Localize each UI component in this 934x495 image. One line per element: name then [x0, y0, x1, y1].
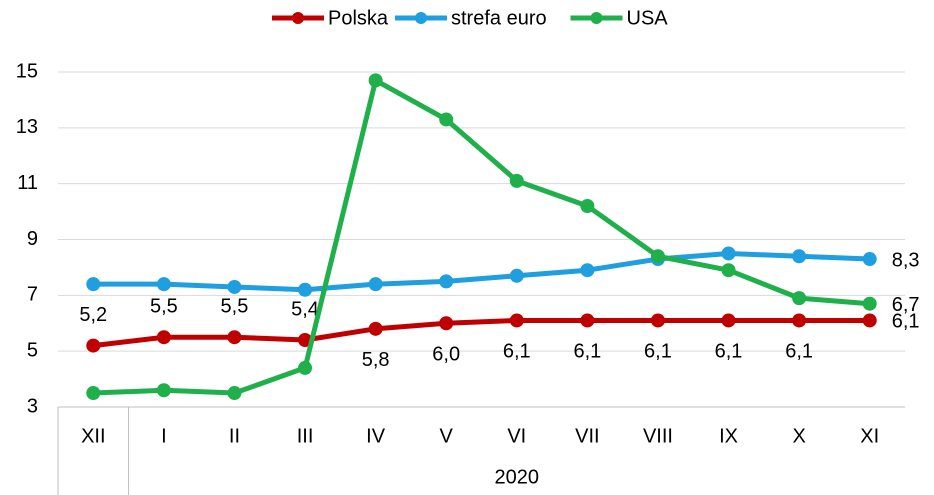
data-label: 5,2: [79, 304, 107, 326]
point: [368, 73, 383, 88]
data-label: 5,5: [150, 295, 178, 317]
data-label: 6,1: [573, 341, 601, 363]
point: [156, 277, 171, 292]
point: [721, 313, 736, 328]
point: [721, 263, 736, 278]
point: [439, 316, 454, 331]
data-label: 6,1: [715, 341, 743, 363]
group-label: 2020: [495, 466, 540, 488]
point: [650, 313, 665, 328]
data-label: 5,4: [291, 298, 319, 320]
series-line: [93, 250, 870, 293]
point: [792, 291, 807, 306]
point: [439, 274, 454, 289]
point: [580, 263, 595, 278]
point: [227, 386, 242, 401]
point: [439, 112, 454, 127]
x-tick-label: X: [792, 425, 805, 447]
x-tick-label: VI: [507, 425, 526, 447]
point: [86, 277, 101, 292]
x-tick-label: IV: [366, 425, 386, 447]
data-label: 8,3: [892, 249, 920, 271]
legend-label: USA: [627, 7, 669, 29]
data-label: 5,8: [362, 349, 390, 371]
point: [580, 199, 595, 213]
point: [862, 252, 877, 267]
point: [156, 383, 171, 398]
point: [368, 321, 383, 336]
data-label: 6,1: [644, 341, 672, 363]
point: [86, 386, 101, 401]
series-line: [92, 317, 870, 349]
x-tick-label: II: [229, 425, 240, 447]
x-tick-label: III: [297, 425, 314, 447]
x-tick-label: I: [161, 425, 167, 447]
point: [156, 330, 171, 345]
legend-marker: [292, 12, 304, 24]
point: [862, 296, 877, 311]
data-label: 6,0: [432, 344, 460, 366]
data-label: 6,7: [892, 294, 920, 316]
point: [298, 282, 313, 297]
point: [509, 268, 524, 283]
x-tick-label: XII: [81, 425, 105, 447]
point: [509, 173, 524, 188]
point: [368, 277, 383, 292]
legend-marker: [590, 12, 603, 24]
data-label: 6,1: [503, 341, 531, 363]
y-tick-label: 13: [16, 116, 38, 138]
legend-label: Polska: [328, 7, 389, 29]
legend-marker: [415, 12, 427, 24]
point: [580, 313, 595, 328]
point: [792, 313, 807, 328]
x-tick-label: V: [440, 425, 454, 447]
point: [792, 249, 807, 264]
y-tick-label: 11: [17, 172, 38, 194]
data-label: 5,5: [221, 295, 249, 317]
y-tick-label: 7: [27, 284, 38, 306]
y-tick-label: 3: [27, 395, 38, 417]
legend-label: strefa euro: [451, 7, 547, 29]
point: [86, 338, 101, 353]
x-tick-label: XI: [860, 425, 879, 447]
point: [227, 279, 242, 294]
point: [650, 249, 665, 264]
y-tick-label: 15: [16, 60, 38, 82]
y-tick-label: 9: [27, 228, 38, 250]
data-label: 6,1: [892, 311, 920, 333]
point: [862, 313, 877, 328]
point: [721, 246, 736, 261]
series-line: [93, 77, 870, 396]
x-tick-label: VIII: [643, 425, 673, 447]
point: [298, 360, 313, 375]
y-tick-label: 5: [27, 339, 38, 361]
x-tick-label: IX: [719, 425, 738, 447]
point: [227, 330, 242, 345]
x-tick-label: VII: [575, 425, 599, 447]
point: [509, 313, 524, 328]
data-label: 6,1: [785, 341, 813, 363]
